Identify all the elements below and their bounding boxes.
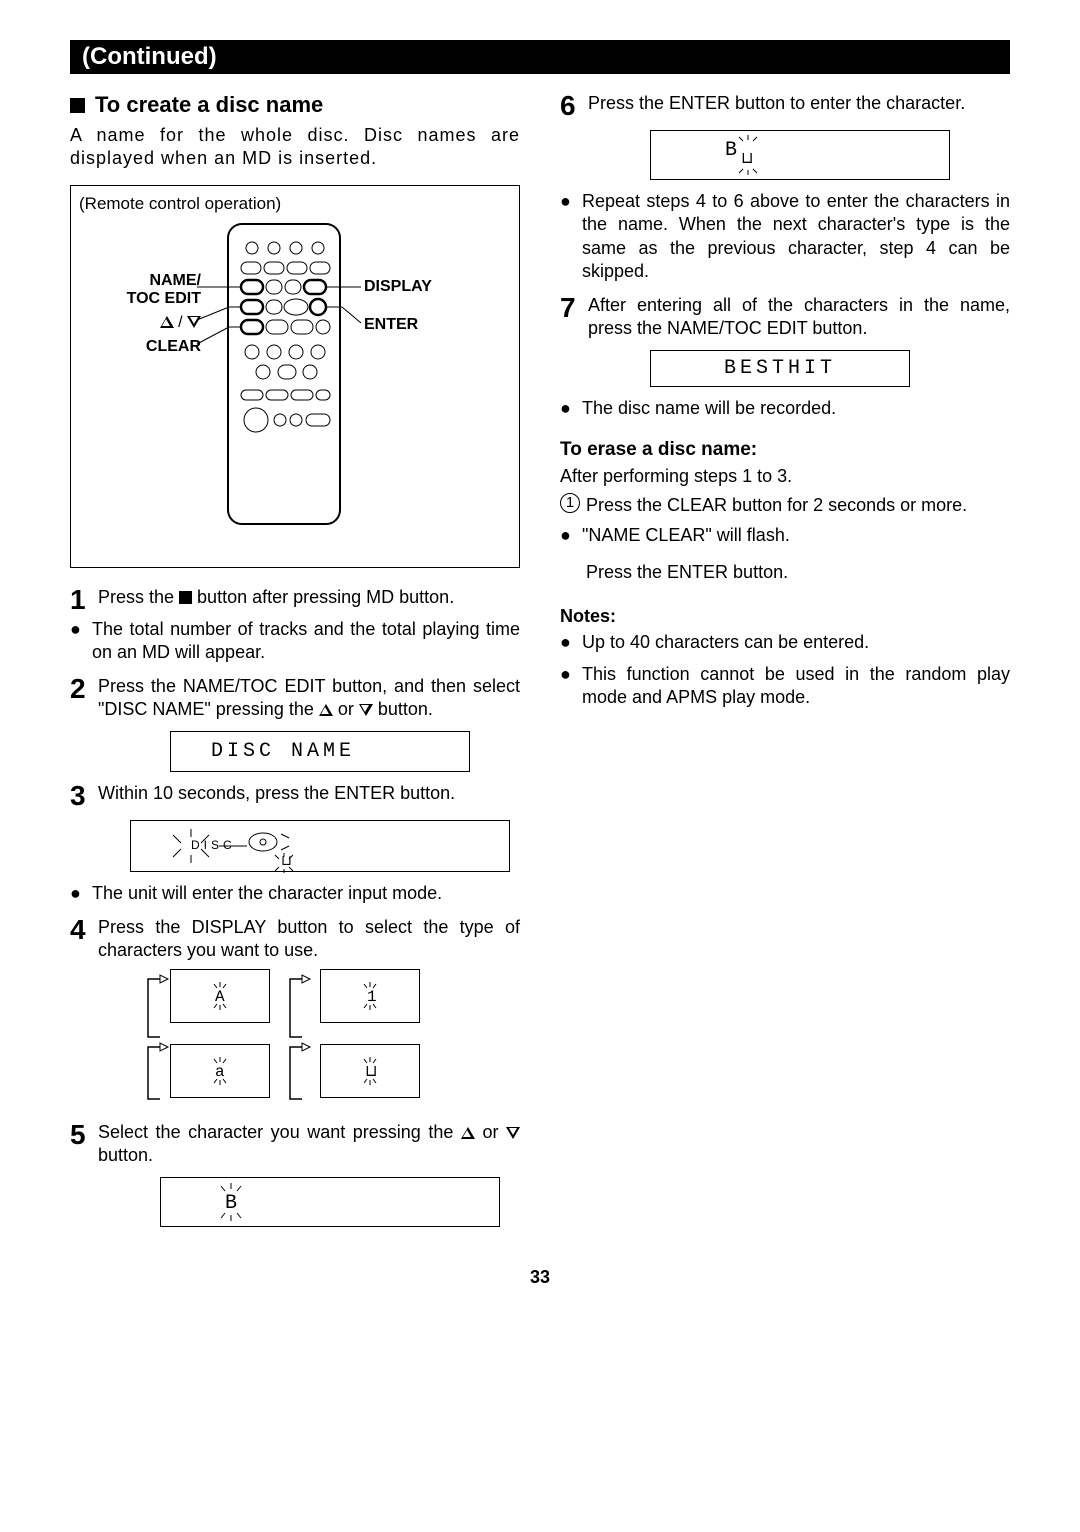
character-type-grid: A a 1 bbox=[170, 969, 470, 1109]
step-number-1: 1 bbox=[70, 586, 92, 614]
bullet-icon: ● bbox=[560, 397, 582, 420]
erase-enter: Press the ENTER button. bbox=[586, 561, 1010, 584]
bullet-icon: ● bbox=[560, 631, 582, 654]
triangle-down-icon bbox=[506, 1127, 520, 1139]
triangle-up-icon bbox=[319, 704, 333, 716]
step-number-2: 2 bbox=[70, 675, 92, 722]
svg-text:a: a bbox=[215, 1063, 225, 1081]
step-2-text: Press the NAME/TOC EDIT button, and then… bbox=[98, 675, 520, 722]
step-3-bullet: ● The unit will enter the character inpu… bbox=[70, 882, 520, 905]
char-cell-lower: a bbox=[170, 1044, 270, 1098]
step-7-text: After entering all of the characters in … bbox=[588, 294, 1010, 341]
step-3: 3 Within 10 seconds, press the ENTER but… bbox=[70, 782, 520, 810]
char-cell-num: 1 bbox=[320, 969, 420, 1023]
notes-heading: Notes: bbox=[560, 606, 1010, 627]
display-step-7: BESTHIT bbox=[650, 350, 910, 387]
page-root: (Continued) To create a disc name A name… bbox=[0, 0, 1080, 1318]
step-3-text: Within 10 seconds, press the ENTER butto… bbox=[98, 782, 520, 810]
display-disc-name: DISC NAME bbox=[170, 731, 470, 772]
page-number: 33 bbox=[70, 1267, 1010, 1288]
step-6-text: Press the ENTER button to enter the char… bbox=[588, 92, 1010, 120]
step-1-bullet: ● The total number of tracks and the tot… bbox=[70, 618, 520, 665]
bullet-icon: ● bbox=[70, 882, 92, 905]
continued-header: (Continued) bbox=[70, 40, 1010, 74]
step-5: 5 Select the character you want pressing… bbox=[70, 1121, 520, 1168]
erase-heading: To erase a disc name: bbox=[560, 439, 1010, 461]
two-column-layout: To create a disc name A name for the who… bbox=[70, 92, 1010, 1237]
square-bullet-icon bbox=[70, 98, 85, 113]
erase-bullet-1: ● "NAME CLEAR" will flash. bbox=[560, 524, 1010, 547]
heading-text: To create a disc name bbox=[95, 92, 323, 118]
svg-text:A: A bbox=[215, 988, 225, 1006]
remote-diagram: NAME/ TOC EDIT / CLEAR DISPLAY ENTER bbox=[79, 220, 511, 555]
stop-icon bbox=[179, 591, 192, 604]
left-column: To create a disc name A name for the who… bbox=[70, 92, 520, 1237]
step-number-3: 3 bbox=[70, 782, 92, 810]
step-7: 7 After entering all of the characters i… bbox=[560, 294, 1010, 341]
bullet-icon: ● bbox=[560, 663, 582, 710]
continued-text: (Continued) bbox=[82, 43, 217, 71]
step-6: 6 Press the ENTER button to enter the ch… bbox=[560, 92, 1010, 120]
bullet-icon: ● bbox=[560, 524, 582, 547]
char-cell-sym: ⊔ bbox=[320, 1044, 420, 1098]
step-number-5: 5 bbox=[70, 1121, 92, 1168]
triangle-up-icon bbox=[461, 1127, 475, 1139]
svg-text:⊔: ⊔ bbox=[281, 854, 296, 870]
step-2: 2 Press the NAME/TOC EDIT button, and th… bbox=[70, 675, 520, 722]
step-7-bullet: ● The disc name will be recorded. bbox=[560, 397, 1010, 420]
svg-text:⊔: ⊔ bbox=[741, 150, 757, 168]
note-1: ● Up to 40 characters can be entered. bbox=[560, 631, 1010, 654]
cycle-arrows-right bbox=[280, 969, 320, 1109]
circled-1-icon: 1 bbox=[560, 493, 580, 513]
disc-indicator-icon: DISC ⊔ bbox=[131, 821, 511, 873]
section-heading: To create a disc name bbox=[70, 92, 520, 118]
step-5-text: Select the character you want pressing t… bbox=[98, 1121, 520, 1168]
svg-text:B: B bbox=[725, 139, 741, 162]
step-6-bullet: ● Repeat steps 4 to 6 above to enter the… bbox=[560, 190, 1010, 284]
bullet-icon: ● bbox=[560, 190, 582, 284]
step-4: 4 Press the DISPLAY button to select the… bbox=[70, 916, 520, 963]
step-number-7: 7 bbox=[560, 294, 582, 341]
display-step-6: B ⊔ bbox=[650, 130, 950, 180]
cycle-arrows-left bbox=[140, 969, 170, 1109]
disc-label: DISC bbox=[191, 838, 236, 852]
display-step-3: DISC ⊔ bbox=[130, 820, 510, 872]
svg-text:1: 1 bbox=[367, 988, 377, 1006]
step-1: 1 Press the button after pressing MD but… bbox=[70, 586, 520, 614]
step-1-text: Press the button after pressing MD butto… bbox=[98, 586, 520, 614]
display-step-5: B bbox=[160, 1177, 500, 1227]
remote-caption: (Remote control operation) bbox=[79, 194, 281, 213]
step-number-6: 6 bbox=[560, 92, 582, 120]
svg-text:⊔: ⊔ bbox=[365, 1063, 377, 1081]
svg-text:B: B bbox=[225, 1192, 241, 1215]
step-4-text: Press the DISPLAY button to select the t… bbox=[98, 916, 520, 963]
right-column: 6 Press the ENTER button to enter the ch… bbox=[560, 92, 1010, 1237]
remote-control-box: (Remote control operation) bbox=[70, 185, 520, 568]
triangle-down-icon bbox=[359, 704, 373, 716]
intro-text: A name for the whole disc. Disc names ar… bbox=[70, 124, 520, 171]
leader-lines bbox=[79, 220, 519, 540]
erase-intro: After performing steps 1 to 3. bbox=[560, 465, 1010, 488]
bullet-icon: ● bbox=[70, 618, 92, 665]
erase-step-1: 1 Press the CLEAR button for 2 seconds o… bbox=[560, 494, 1010, 517]
note-2: ● This function cannot be used in the ra… bbox=[560, 663, 1010, 710]
step-number-4: 4 bbox=[70, 916, 92, 963]
char-cell-upper: A bbox=[170, 969, 270, 1023]
